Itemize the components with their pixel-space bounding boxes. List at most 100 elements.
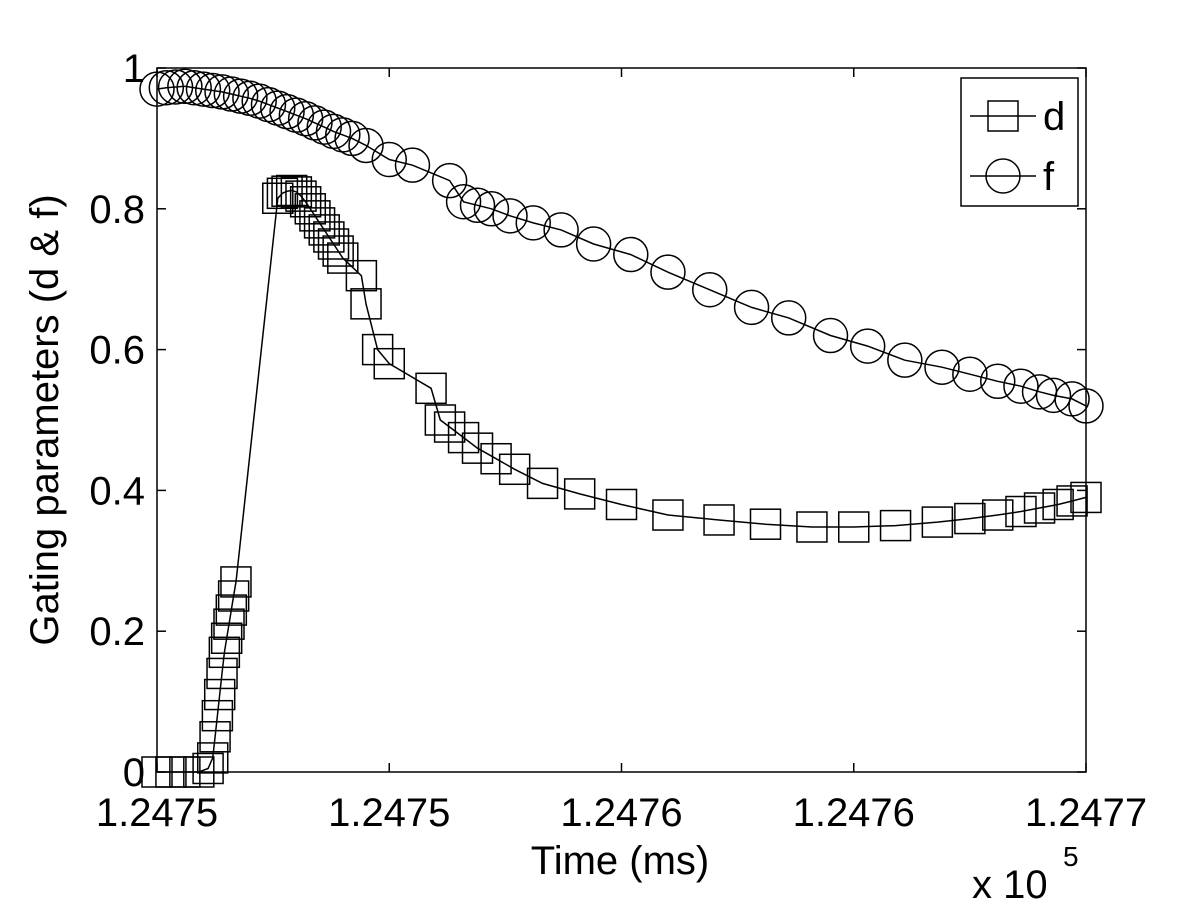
data-point-d — [299, 200, 331, 232]
data-point-d — [217, 580, 250, 612]
y-axis-label: Gating parameters (d & f) — [23, 194, 67, 645]
ticks-layer — [156, 67, 1087, 773]
data-point-d — [201, 699, 234, 732]
series-line-f — [156, 85, 1087, 407]
data-point-d — [327, 242, 359, 274]
data-point-f — [176, 69, 212, 106]
y-tick-label: 0.2 — [89, 610, 145, 654]
y-tick-label: 0 — [123, 751, 145, 795]
data-point-f — [431, 162, 468, 199]
data-point-d — [313, 221, 345, 253]
x-tick-label: 1.2475 — [96, 791, 218, 835]
data-point-d — [424, 404, 457, 436]
data-point-f — [952, 356, 988, 392]
data-point-d — [220, 566, 252, 598]
data-point-d — [206, 657, 238, 690]
legend-marker — [985, 158, 1021, 194]
data-point-d — [317, 228, 350, 260]
data-point-d — [361, 333, 394, 366]
data-point-d — [294, 193, 327, 225]
y-tick-label: 1 — [123, 47, 145, 91]
data-point-d — [289, 186, 322, 218]
legend-items: df — [970, 95, 1065, 199]
data-point-d — [526, 467, 559, 500]
data-point-d — [447, 421, 480, 454]
data-point-d — [1042, 488, 1074, 521]
series-line-d — [157, 189, 1087, 773]
data-point-f — [692, 272, 728, 308]
legend-item-d: d — [970, 95, 1065, 139]
legend-label: f — [1043, 155, 1055, 199]
data-point-d — [308, 214, 340, 246]
data-point-d — [879, 509, 912, 542]
data-point-d — [203, 678, 236, 711]
x-tick-label: 1.2476 — [793, 791, 915, 835]
data-point-f — [297, 105, 333, 141]
data-point-f — [924, 349, 960, 385]
x-tick-label: 1.2476 — [560, 791, 682, 835]
data-point-f — [613, 236, 649, 273]
data-point-d — [345, 259, 378, 292]
data-point-d — [498, 453, 531, 486]
data-point-f — [849, 328, 886, 364]
data-point-d — [262, 182, 294, 214]
x-tick-label: 1.2475 — [328, 791, 450, 835]
plot-area — [157, 68, 1086, 772]
data-point-d — [921, 506, 954, 538]
legend-marker — [987, 100, 1019, 132]
legend-label: d — [1043, 95, 1065, 139]
data-point-d — [1023, 492, 1056, 524]
series-layer — [139, 68, 1104, 788]
tick-labels-layer: 1.2475 1.2475 1.2476 1.2476 1.2477 0 0.2 0.4 0.6… — [89, 47, 1147, 835]
data-point-d — [192, 752, 224, 785]
data-point-f — [492, 198, 528, 234]
series-f — [139, 68, 1104, 424]
data-point-d — [303, 207, 336, 239]
data-point-d — [1005, 495, 1037, 528]
x-exponent-power: 5 — [1063, 841, 1079, 872]
data-point-f — [394, 147, 431, 183]
data-point-d — [213, 608, 245, 640]
data-point-f — [575, 226, 612, 262]
y-tick-label: 0.4 — [89, 469, 145, 513]
data-point-d — [703, 504, 735, 536]
data-point-f — [650, 254, 686, 290]
data-point-f — [148, 69, 185, 106]
data-point-f — [167, 68, 203, 105]
data-point-f — [887, 342, 923, 378]
data-point-d — [433, 411, 466, 443]
legend-item-f: f — [970, 155, 1055, 199]
legend-box — [960, 77, 1079, 207]
data-point-f — [306, 109, 342, 145]
data-point-f — [371, 141, 407, 178]
data-point-f — [348, 127, 384, 164]
data-point-d — [215, 594, 248, 626]
data-point-f — [1035, 377, 1072, 414]
data-point-d — [280, 176, 313, 208]
data-point-f — [473, 191, 510, 227]
x-tick-label: 1.2477 — [1025, 791, 1147, 835]
data-point-f — [1003, 368, 1039, 404]
data-point-f — [979, 363, 1016, 400]
data-point-f — [733, 289, 770, 326]
data-point-f — [157, 69, 194, 105]
data-point-f — [445, 184, 482, 220]
data-point-d — [285, 180, 317, 212]
data-point-d — [605, 488, 638, 521]
data-point-d — [749, 508, 782, 540]
data-point-f — [194, 72, 231, 109]
data-point-d — [199, 721, 231, 753]
data-point-f — [770, 300, 807, 336]
y-tick-label: 0.6 — [89, 329, 145, 373]
data-point-d — [461, 432, 494, 464]
data-point-d — [196, 742, 229, 774]
y-tick-label: 0.8 — [89, 188, 145, 232]
data-point-d — [838, 511, 870, 543]
data-point-d — [373, 347, 405, 380]
data-point-f — [185, 71, 222, 107]
data-point-f — [543, 212, 579, 248]
x-axis-label: Time (ms) — [531, 839, 709, 883]
data-point-d — [480, 442, 512, 475]
data-point-d — [350, 288, 382, 320]
